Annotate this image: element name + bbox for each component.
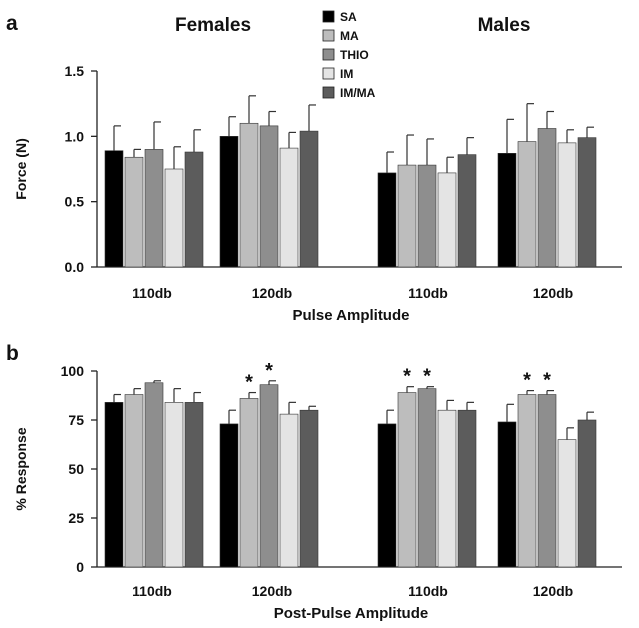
legend-swatch-sa [322, 10, 335, 23]
bar-ma [124, 394, 144, 568]
panel-a-letter: a [6, 12, 18, 35]
significance-star: * [265, 360, 273, 382]
significance-star: * [523, 370, 531, 392]
bar-im-ma [184, 151, 204, 268]
panel-b-category-label-1: 110db [132, 583, 172, 599]
bar-sa [219, 136, 239, 268]
panel-b-y-tick-label: 25 [68, 510, 84, 526]
panel-a-axes: Force (N) Pulse Amplitude 110db 120db 11… [13, 71, 622, 324]
panel-b-y-tick-label: 75 [68, 412, 84, 428]
legend-swatch-im-ma [322, 86, 335, 99]
panel-b-y-axis-title: % Response [13, 427, 29, 510]
significance-star: * [245, 372, 253, 394]
legend-label-sa: SA [340, 10, 357, 24]
bar-ma [239, 122, 259, 268]
significance-star: * [543, 370, 551, 392]
panel-b-x-axis-title: Post-Pulse Amplitude [274, 605, 428, 622]
significance-star: * [403, 366, 411, 388]
bar-thio [144, 382, 164, 568]
panel-b-y-tick-label: 0 [76, 559, 84, 575]
bar-im [164, 168, 184, 268]
bar-im-ma [457, 409, 477, 568]
panel-a-y-tick-label: 1.0 [65, 128, 85, 144]
bar-ma [397, 164, 417, 268]
bar-thio [537, 128, 557, 268]
legend-label-ma: MA [340, 29, 359, 43]
bar-im-ma [299, 409, 319, 568]
panel-a-y-tick-label: 0.5 [65, 194, 85, 210]
bar-im [164, 402, 184, 568]
panel-b-category-label-4: 120db [533, 583, 573, 599]
bar-thio [417, 164, 437, 268]
bar-im [437, 172, 457, 268]
panel-a-x-axis-title: Pulse Amplitude [293, 307, 410, 324]
bar-ma [397, 392, 417, 568]
bar-sa [377, 423, 397, 568]
bar-sa [497, 153, 517, 268]
panel-b-category-label-3: 110db [408, 583, 448, 599]
bar-ma [239, 398, 259, 568]
panel-a-category-label-4: 120db [533, 285, 573, 301]
bar-sa [219, 423, 239, 568]
bar-thio [417, 388, 437, 568]
bar-im [437, 409, 457, 568]
panel-b-y-tick-label: 50 [68, 461, 84, 477]
bar-sa [497, 421, 517, 568]
bar-im [557, 142, 577, 268]
panel-a-category-label-2: 120db [252, 285, 292, 301]
bar-thio [144, 149, 164, 268]
panel-b-y-tick-label: 100 [61, 363, 85, 379]
bar-sa [377, 172, 397, 268]
panel-a-category-label-1: 110db [132, 285, 172, 301]
panel-b-axes: % Response Post-Pulse Amplitude 110db 12… [13, 371, 622, 622]
group-title-males: Males [478, 15, 531, 36]
significance-star: * [423, 366, 431, 388]
bar-im-ma [457, 154, 477, 268]
bar-sa [104, 150, 124, 268]
bar-im [557, 439, 577, 568]
bar-ma [517, 141, 537, 268]
legend-label-thio: THIO [340, 48, 369, 62]
panel-a-y-tick-label: 1.5 [65, 63, 85, 79]
legend: SA MA THIO IM IM/MA [322, 10, 376, 100]
panel-b-category-label-2: 120db [252, 583, 292, 599]
panel-a-y-axis-title: Force (N) [13, 138, 29, 199]
panel-a-y-ticks: 0.0 0.5 1.0 1.5 [65, 63, 97, 275]
bar-thio [259, 125, 279, 268]
bar-im [279, 147, 299, 268]
bar-sa [104, 402, 124, 568]
bar-im [279, 413, 299, 568]
bar-im-ma [577, 137, 597, 268]
legend-label-im-ma: IM/MA [340, 86, 376, 100]
panel-a-category-label-3: 110db [408, 285, 448, 301]
bar-thio [537, 394, 557, 568]
panel-b-y-ticks: 0 25 50 75 100 [61, 363, 97, 575]
panel-b-letter: b [6, 342, 19, 365]
bar-thio [259, 384, 279, 568]
legend-swatch-thio [322, 48, 335, 61]
bar-im-ma [299, 130, 319, 268]
bar-ma [517, 394, 537, 568]
group-title-females: Females [175, 15, 251, 36]
bar-im-ma [577, 419, 597, 568]
legend-swatch-ma [322, 29, 335, 42]
bar-im-ma [184, 402, 204, 568]
panel-a-bars [104, 95, 597, 268]
panel-b-bars: * * * * * * [104, 360, 597, 568]
panel-a-y-tick-label: 0.0 [65, 259, 85, 275]
bar-ma [124, 156, 144, 268]
legend-label-im: IM [340, 67, 353, 81]
legend-swatch-im [322, 67, 335, 80]
